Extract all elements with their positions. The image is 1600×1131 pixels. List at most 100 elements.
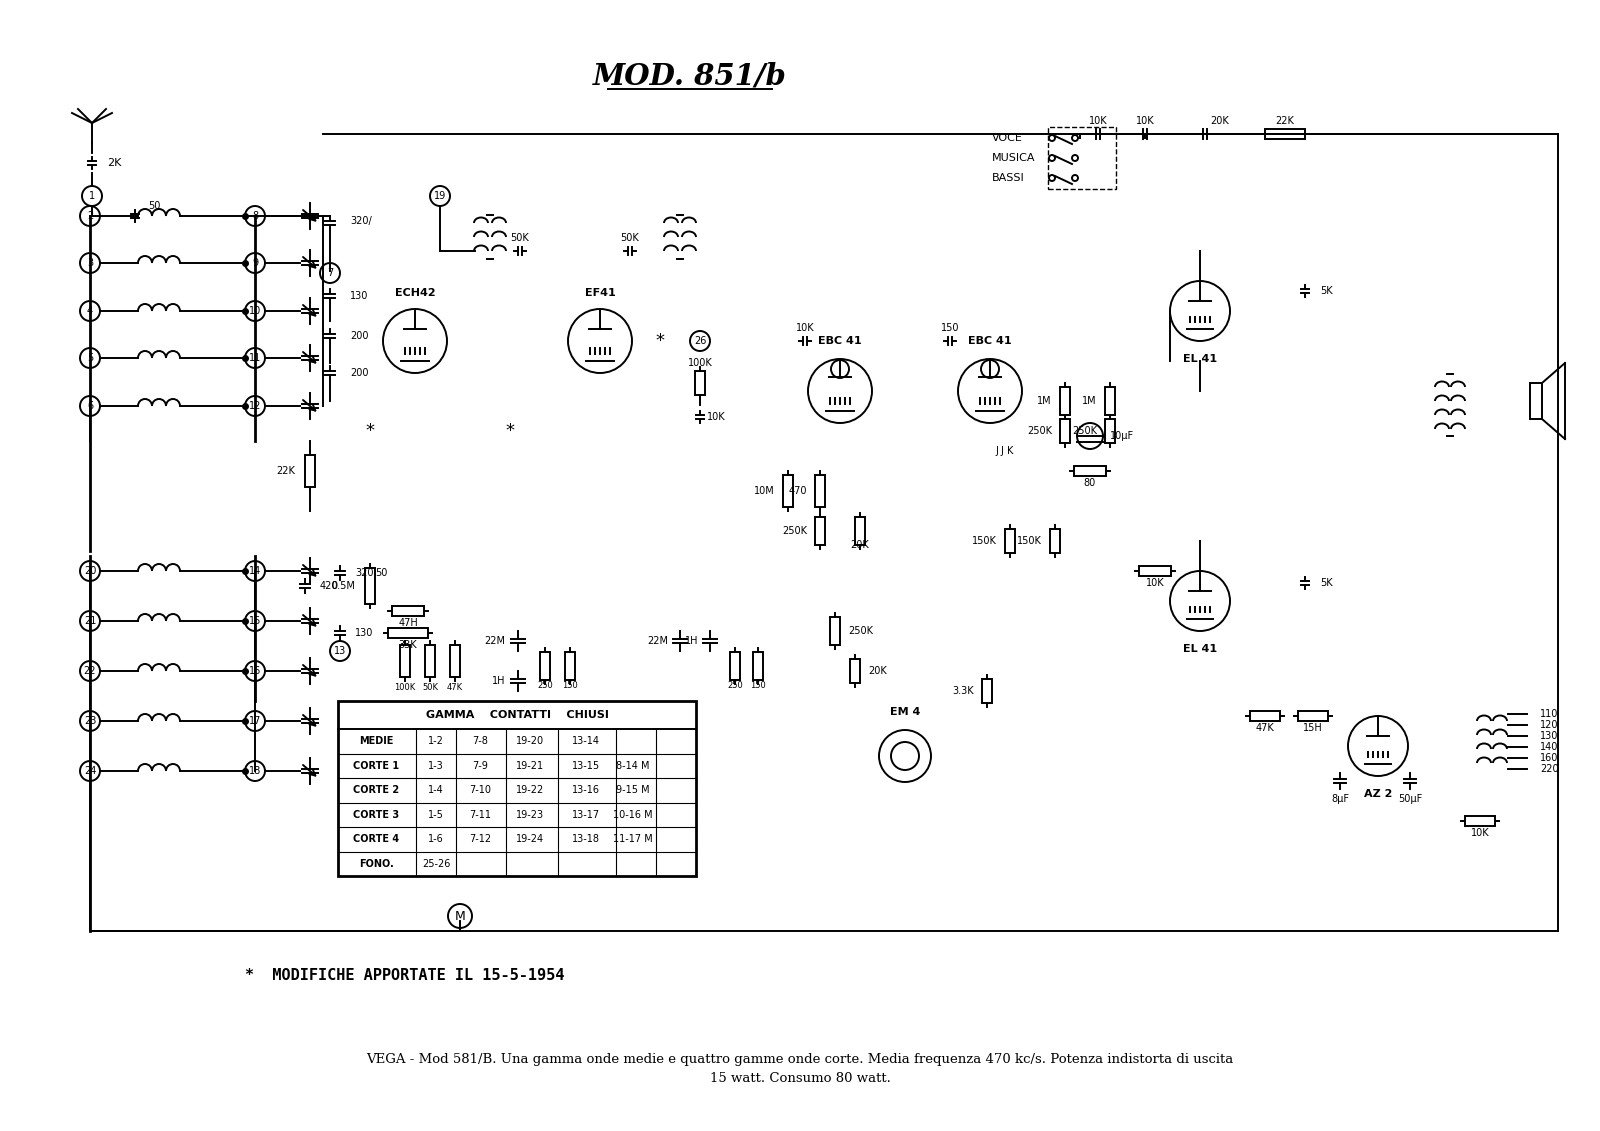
Text: 13-15: 13-15 <box>571 761 600 770</box>
Text: 150: 150 <box>562 681 578 690</box>
Text: 50: 50 <box>147 201 160 211</box>
Bar <box>1106 418 1115 443</box>
Bar <box>830 618 840 645</box>
Text: 250K: 250K <box>782 526 806 536</box>
Text: 80: 80 <box>1083 478 1096 487</box>
Text: 130: 130 <box>355 628 373 638</box>
Text: 20: 20 <box>83 566 96 576</box>
Text: CORTE 3: CORTE 3 <box>354 810 398 820</box>
Bar <box>1050 529 1059 553</box>
Text: 50K: 50K <box>621 233 640 243</box>
Text: 26: 26 <box>694 336 706 346</box>
Bar <box>541 651 550 680</box>
Text: 7-12: 7-12 <box>469 835 491 844</box>
Text: 140: 140 <box>1539 742 1558 752</box>
Bar <box>365 568 374 604</box>
Bar <box>1298 711 1328 720</box>
Bar <box>565 651 574 680</box>
Text: 220: 220 <box>1539 765 1558 774</box>
Text: 14: 14 <box>250 566 261 576</box>
Text: 250: 250 <box>538 681 554 690</box>
Text: 20K: 20K <box>1211 116 1229 126</box>
Text: 120: 120 <box>1539 720 1558 729</box>
Text: MOD. 851/b: MOD. 851/b <box>594 61 787 90</box>
Text: 1-3: 1-3 <box>429 761 443 770</box>
Text: 320/: 320/ <box>350 216 371 226</box>
Text: 17: 17 <box>250 716 261 726</box>
Text: 10K: 10K <box>1088 116 1107 126</box>
Text: *: * <box>506 422 515 440</box>
Text: 150: 150 <box>941 323 960 333</box>
Text: 8-14 M: 8-14 M <box>616 761 650 770</box>
Text: 130: 130 <box>1539 731 1558 741</box>
Bar <box>1266 129 1306 139</box>
Text: 23: 23 <box>83 716 96 726</box>
Text: 200: 200 <box>350 331 368 342</box>
Bar <box>400 645 410 677</box>
Text: 2: 2 <box>86 211 93 221</box>
Bar <box>1059 418 1070 443</box>
Bar <box>850 659 861 683</box>
Bar <box>1059 387 1070 415</box>
Text: EL 41: EL 41 <box>1182 354 1218 364</box>
Bar <box>1139 566 1171 576</box>
Text: VOCE: VOCE <box>992 133 1022 143</box>
Text: 1H: 1H <box>491 676 506 687</box>
Text: 10K: 10K <box>795 323 814 333</box>
Text: 160: 160 <box>1539 753 1558 763</box>
Text: 1: 1 <box>90 191 94 201</box>
Text: 25-26: 25-26 <box>422 858 450 869</box>
Text: 47K: 47K <box>446 682 462 691</box>
Text: 22M: 22M <box>646 636 669 646</box>
Text: 8μF: 8μF <box>1331 794 1349 804</box>
Text: 9-15 M: 9-15 M <box>616 785 650 795</box>
Text: VEGA - Mod 581/B. Una gamma onde medie e quattro gamme onde corte. Media frequen: VEGA - Mod 581/B. Una gamma onde medie e… <box>366 1053 1234 1065</box>
Bar <box>814 517 826 545</box>
Text: 19: 19 <box>434 191 446 201</box>
Text: 13-16: 13-16 <box>573 785 600 795</box>
Text: 10μF: 10μF <box>1110 431 1134 441</box>
Bar <box>1466 815 1494 826</box>
Text: 5K: 5K <box>1320 578 1333 588</box>
Text: 130: 130 <box>350 291 368 301</box>
Bar <box>754 651 763 680</box>
Text: 10K: 10K <box>1136 116 1154 126</box>
Text: 1-5: 1-5 <box>429 810 443 820</box>
Text: CORTE 2: CORTE 2 <box>354 785 398 795</box>
Text: 110: 110 <box>1539 709 1558 719</box>
Text: 19-20: 19-20 <box>515 736 544 746</box>
Text: MEDIE: MEDIE <box>358 736 394 746</box>
Text: 16: 16 <box>250 666 261 676</box>
Bar <box>814 475 826 507</box>
Text: 7: 7 <box>326 268 333 278</box>
Text: 22K: 22K <box>1275 116 1294 126</box>
Text: 6: 6 <box>86 402 93 411</box>
Text: 7-11: 7-11 <box>469 810 491 820</box>
Text: 5: 5 <box>86 353 93 363</box>
Text: 250K: 250K <box>1027 426 1053 435</box>
Text: 10-16 M: 10-16 M <box>613 810 653 820</box>
Text: ECH42: ECH42 <box>395 288 435 297</box>
Text: 13-17: 13-17 <box>571 810 600 820</box>
Text: CORTE 4: CORTE 4 <box>354 835 398 844</box>
Text: *: * <box>365 422 374 440</box>
Text: 1H: 1H <box>685 636 698 646</box>
Bar <box>782 475 794 507</box>
Text: 47H: 47H <box>398 618 418 628</box>
Text: 20K: 20K <box>867 666 886 676</box>
Text: EBC 41: EBC 41 <box>818 336 862 346</box>
Text: 11-17 M: 11-17 M <box>613 835 653 844</box>
Text: 20K: 20K <box>851 539 869 550</box>
Text: M: M <box>454 909 466 923</box>
Bar <box>1005 529 1014 553</box>
Text: 12: 12 <box>250 402 261 411</box>
Text: *: * <box>656 333 664 349</box>
Bar <box>854 517 866 545</box>
Bar <box>694 371 706 395</box>
Text: 1-4: 1-4 <box>429 785 443 795</box>
Text: 250K: 250K <box>1072 426 1098 435</box>
Text: 50: 50 <box>374 568 387 578</box>
Text: 5K: 5K <box>1320 286 1333 296</box>
Bar <box>1074 466 1106 476</box>
Text: 2K: 2K <box>107 158 122 169</box>
